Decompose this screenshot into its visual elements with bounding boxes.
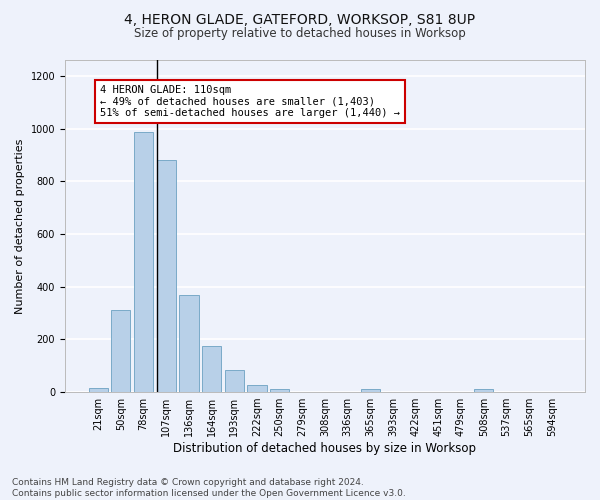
Text: 4, HERON GLADE, GATEFORD, WORKSOP, S81 8UP: 4, HERON GLADE, GATEFORD, WORKSOP, S81 8… — [124, 12, 476, 26]
Bar — [247, 385, 266, 392]
Y-axis label: Number of detached properties: Number of detached properties — [15, 138, 25, 314]
Bar — [134, 132, 153, 392]
Bar — [474, 389, 493, 392]
Text: Contains HM Land Registry data © Crown copyright and database right 2024.
Contai: Contains HM Land Registry data © Crown c… — [12, 478, 406, 498]
Text: 4 HERON GLADE: 110sqm
← 49% of detached houses are smaller (1,403)
51% of semi-d: 4 HERON GLADE: 110sqm ← 49% of detached … — [100, 85, 400, 118]
Bar — [224, 370, 244, 392]
X-axis label: Distribution of detached houses by size in Worksop: Distribution of detached houses by size … — [173, 442, 476, 455]
Bar — [270, 390, 289, 392]
Bar — [179, 294, 199, 392]
Bar — [157, 160, 176, 392]
Text: Size of property relative to detached houses in Worksop: Size of property relative to detached ho… — [134, 28, 466, 40]
Bar — [89, 388, 108, 392]
Bar — [202, 346, 221, 392]
Bar — [361, 390, 380, 392]
Bar — [111, 310, 130, 392]
